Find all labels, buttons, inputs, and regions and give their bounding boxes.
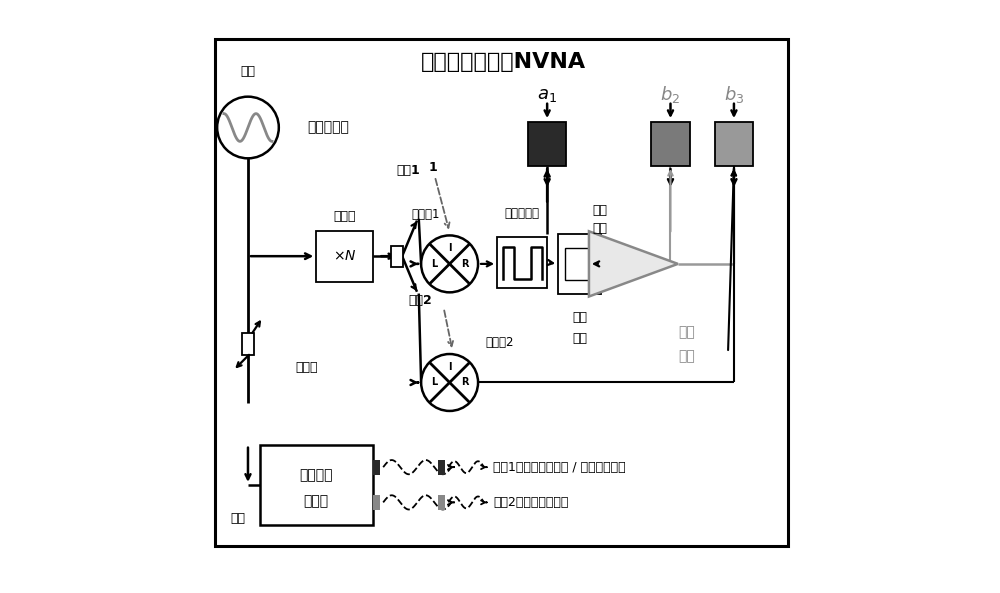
Bar (651, 122, 690, 166)
Bar (715, 122, 753, 166)
Bar (373, 460, 380, 474)
Bar (438, 460, 445, 474)
Text: 器件: 器件 (592, 222, 607, 235)
Text: 倍频器: 倍频器 (333, 210, 356, 223)
Text: 中频2: 中频2 (408, 294, 432, 307)
Bar (260, 445, 373, 525)
Text: 相位: 相位 (678, 325, 695, 339)
Circle shape (217, 97, 279, 158)
Text: 中频1: 中频1 (396, 164, 420, 177)
Text: I: I (448, 362, 451, 372)
Bar (528, 122, 566, 166)
Text: $b_3$: $b_3$ (724, 84, 744, 106)
Text: 内置激励源: 内置激励源 (307, 120, 349, 135)
Text: 混频器2: 混频器2 (485, 336, 514, 349)
Text: 精确相位同步的NVNA: 精确相位同步的NVNA (420, 52, 586, 72)
Text: $\times N$: $\times N$ (333, 250, 356, 263)
Text: 功分器: 功分器 (295, 361, 318, 374)
Text: R: R (462, 259, 469, 269)
Text: 发生器: 发生器 (304, 494, 329, 508)
Bar (497, 237, 547, 288)
Bar (438, 495, 445, 510)
Bar (316, 231, 373, 282)
Text: 带通滤波器: 带通滤波器 (505, 207, 540, 220)
Text: $b_2$: $b_2$ (660, 84, 681, 106)
Text: 任意波形: 任意波形 (299, 468, 333, 482)
Bar (565, 248, 594, 280)
Bar (391, 246, 403, 267)
Circle shape (421, 235, 478, 292)
Text: 点频: 点频 (240, 65, 255, 78)
Text: 混频器1: 混频器1 (412, 208, 440, 221)
Text: R: R (462, 378, 469, 387)
Text: $a_1$: $a_1$ (537, 86, 557, 104)
Circle shape (421, 354, 478, 411)
Bar (215, 39, 788, 546)
Bar (242, 333, 254, 355)
Text: 被测: 被测 (592, 204, 607, 217)
Text: 测试: 测试 (572, 311, 587, 324)
Text: 1: 1 (429, 161, 438, 174)
Polygon shape (589, 231, 678, 296)
Text: 时钟: 时钟 (230, 512, 245, 525)
Text: 参考: 参考 (678, 349, 695, 363)
Text: L: L (431, 378, 437, 387)
Bar (558, 234, 601, 294)
Text: L: L (431, 259, 437, 269)
Text: 激励: 激励 (572, 331, 587, 345)
Bar (373, 495, 380, 510)
Text: 中频1：数字调制信号 / 脉冲调制信号: 中频1：数字调制信号 / 脉冲调制信号 (493, 461, 626, 474)
Text: 中频2：多频正弦信号: 中频2：多频正弦信号 (493, 496, 568, 509)
Text: I: I (448, 243, 451, 253)
